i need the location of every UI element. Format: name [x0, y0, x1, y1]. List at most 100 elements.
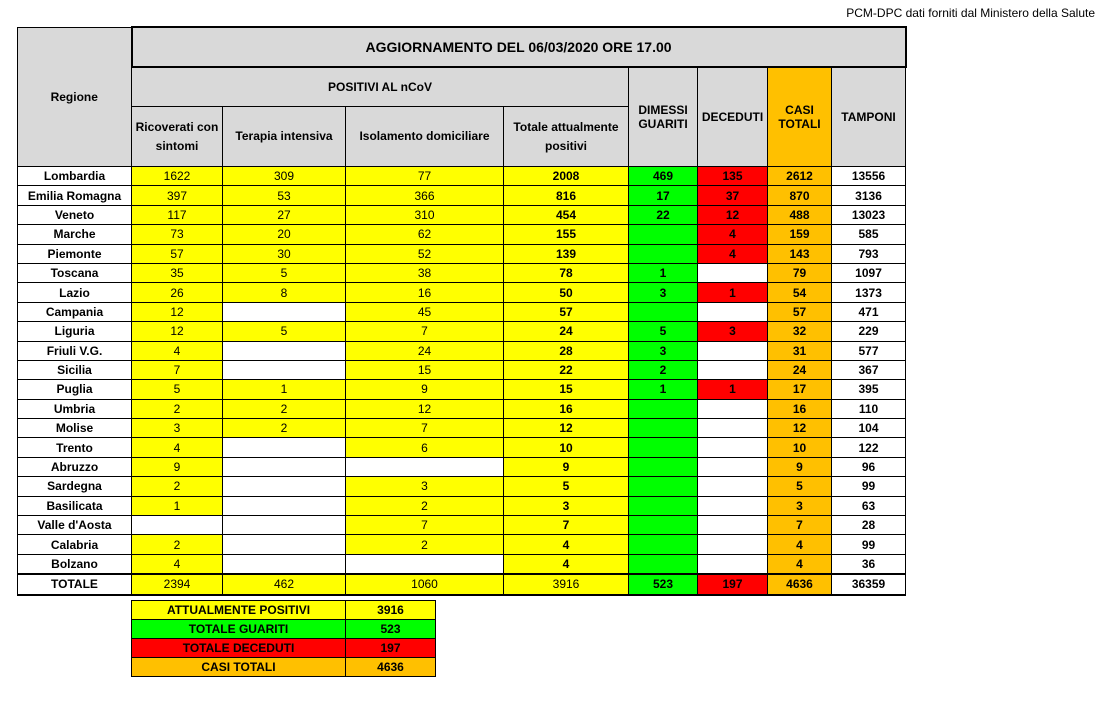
cell-deceduti: 197: [697, 573, 768, 596]
cell-dimessi: [628, 243, 698, 264]
cell-totale-positivi: 454: [503, 204, 629, 226]
cell-dimessi: [628, 224, 698, 245]
cell-isolamento: [345, 456, 504, 478]
cell-deceduti: [697, 476, 768, 497]
cell-regione: Veneto: [17, 204, 132, 226]
table-title: AGGIORNAMENTO DEL 06/03/2020 ORE 17.00: [130, 26, 907, 68]
cell-dimessi: 1: [628, 379, 698, 400]
cell-tamponi: 99: [830, 476, 907, 497]
cell-isolamento: 3: [345, 476, 504, 497]
cell-casi-totali: 79: [767, 262, 832, 284]
cell-totale-positivi: 78: [503, 262, 629, 284]
cell-isolamento: 9: [345, 379, 504, 400]
cell-regione: Sardegna: [17, 476, 132, 497]
totals-row: TOTALE 2394 462 1060 3916 523 197 4636 36359: [17, 573, 907, 596]
cell-terapia: 53: [222, 185, 346, 206]
source-note: PCM-DPC dati forniti dal Ministero della…: [846, 6, 1095, 20]
cell-casi-totali: 57: [767, 301, 832, 323]
cell-totale-positivi: 4: [503, 553, 629, 575]
cell-deceduti: 4: [697, 243, 768, 264]
cell-totale-positivi: 22: [503, 359, 629, 381]
cell-tamponi: 110: [830, 398, 907, 420]
cell-regione: Calabria: [17, 534, 132, 555]
table-row: Abruzzo 9 9 9 96: [17, 456, 907, 478]
cell-isolamento: 6: [345, 437, 504, 458]
cell-terapia: 462: [222, 573, 346, 596]
cell-ricoverati: 57: [131, 243, 223, 264]
cell-terapia: [222, 495, 346, 517]
cell-deceduti: [697, 437, 768, 458]
cell-tamponi: 13556: [830, 165, 907, 187]
cell-terapia: 2: [222, 418, 346, 439]
cell-dimessi: 523: [628, 573, 698, 596]
cell-casi-totali: 12: [767, 418, 832, 439]
table-row: Lazio 26 8 16 50 3 1 54 1373: [17, 282, 907, 303]
cell-ricoverati: 12: [131, 321, 223, 342]
cell-terapia: 5: [222, 262, 346, 284]
cell-tamponi: 395: [830, 379, 907, 400]
cell-casi-totali: 9: [767, 456, 832, 478]
cell-dimessi: 1: [628, 262, 698, 284]
summary-value: 3916: [345, 600, 436, 620]
cell-terapia: [222, 515, 346, 536]
cell-deceduti: [697, 262, 768, 284]
cell-tamponi: 36: [830, 553, 907, 575]
summary-value: 197: [345, 638, 436, 658]
cell-casi-totali: 159: [767, 224, 832, 245]
cell-tamponi: 1373: [830, 282, 907, 303]
table-row: Calabria 2 2 4 4 99: [17, 534, 907, 555]
summary-value: 523: [345, 619, 436, 639]
cell-deceduti: [697, 553, 768, 575]
table-row: Campania 12 45 57 57 471: [17, 301, 907, 323]
cell-regione: TOTALE: [17, 573, 132, 596]
cell-deceduti: [697, 515, 768, 536]
cell-dimessi: 469: [628, 165, 698, 187]
cell-ricoverati: 4: [131, 340, 223, 361]
header-terapia: Terapia intensiva: [222, 106, 346, 167]
cell-regione: Liguria: [17, 321, 132, 342]
cell-ricoverati: 397: [131, 185, 223, 206]
cell-terapia: 20: [222, 224, 346, 245]
cell-isolamento: 12: [345, 398, 504, 420]
header-casi-totali: CASI TOTALI: [767, 66, 832, 167]
cell-totale-positivi: 5: [503, 476, 629, 497]
cell-ricoverati: 5: [131, 379, 223, 400]
cell-tamponi: 122: [830, 437, 907, 458]
cell-regione: Valle d'Aosta: [17, 515, 132, 536]
cell-deceduti: [697, 301, 768, 323]
cell-ricoverati: 7: [131, 359, 223, 381]
cell-dimessi: [628, 553, 698, 575]
cell-tamponi: 104: [830, 418, 907, 439]
cell-casi-totali: 54: [767, 282, 832, 303]
cell-deceduti: 4: [697, 224, 768, 245]
cell-isolamento: [345, 553, 504, 575]
table-row: Puglia 5 1 9 15 1 1 17 395: [17, 379, 907, 400]
cell-deceduti: [697, 456, 768, 478]
summary-label: CASI TOTALI: [131, 657, 346, 677]
cell-totale-positivi: 16: [503, 398, 629, 420]
cell-tamponi: 28: [830, 515, 907, 536]
summary-row: TOTALE GUARITI 523: [131, 619, 436, 639]
cell-totale-positivi: 28: [503, 340, 629, 361]
cell-dimessi: 17: [628, 185, 698, 206]
cell-casi-totali: 3: [767, 495, 832, 517]
cell-terapia: 27: [222, 204, 346, 226]
cell-isolamento: 2: [345, 495, 504, 517]
cell-regione: Abruzzo: [17, 456, 132, 478]
cell-tamponi: 13023: [830, 204, 907, 226]
table-row: Sardegna 2 3 5 5 99: [17, 476, 907, 497]
cell-terapia: 1: [222, 379, 346, 400]
cell-regione: Campania: [17, 301, 132, 323]
cell-dimessi: 3: [628, 340, 698, 361]
cell-casi-totali: 17: [767, 379, 832, 400]
cell-regione: Toscana: [17, 262, 132, 284]
cell-totale-positivi: 2008: [503, 165, 629, 187]
cell-totale-positivi: 7: [503, 515, 629, 536]
table-row: Piemonte 57 30 52 139 4 143 793: [17, 243, 907, 264]
cell-casi-totali: 24: [767, 359, 832, 381]
table-row: Trento 4 6 10 10 122: [17, 437, 907, 458]
cell-ricoverati: [131, 515, 223, 536]
cell-deceduti: 135: [697, 165, 768, 187]
cell-dimessi: [628, 418, 698, 439]
cell-totale-positivi: 155: [503, 224, 629, 245]
